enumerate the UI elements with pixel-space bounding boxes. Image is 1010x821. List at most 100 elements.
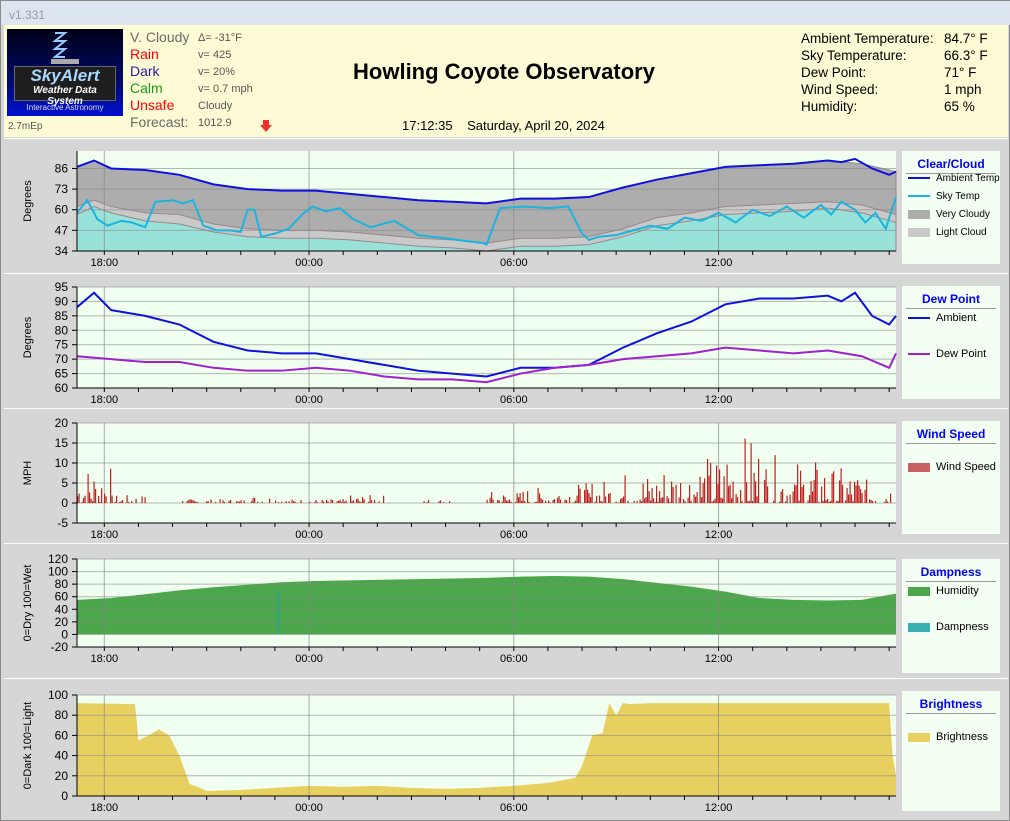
wind-bar xyxy=(795,485,797,503)
wind-bar xyxy=(713,500,715,503)
y-tick-label: 100 xyxy=(48,565,68,579)
legend-swatch xyxy=(908,621,936,633)
y-tick-label: 40 xyxy=(55,602,69,616)
skyalert-logo: SkyAlert Weather Data System Interactive … xyxy=(7,29,123,116)
x-tick-label: 18:00 xyxy=(91,653,119,665)
wind-bar xyxy=(749,501,751,503)
wind-bar xyxy=(438,501,440,503)
wind-bar xyxy=(332,500,334,503)
wind-bar xyxy=(690,500,692,503)
wind-bar xyxy=(848,494,850,503)
wind-bar xyxy=(885,498,887,503)
legend-item: Light Cloud xyxy=(908,227,987,238)
plot-background xyxy=(77,287,896,388)
wind-bar xyxy=(341,502,343,503)
wind-bar xyxy=(756,496,758,503)
wind-bar xyxy=(728,486,730,503)
wind-bar xyxy=(821,486,823,503)
wind-bar xyxy=(566,500,568,503)
wind-bar xyxy=(588,493,590,503)
y-axis-label: Degrees xyxy=(22,180,34,222)
wind-bar xyxy=(683,499,685,503)
wind-bar xyxy=(504,497,506,503)
wind-bar xyxy=(621,498,623,503)
wind-bar xyxy=(671,481,673,503)
wind-bar xyxy=(780,491,782,503)
legend-swatch xyxy=(908,173,936,184)
wind-bar xyxy=(192,500,194,503)
condition-value: Cloudy xyxy=(198,100,233,112)
wind-bar xyxy=(111,495,113,503)
wind-bar xyxy=(884,502,886,503)
legend-label: Humidity xyxy=(936,585,979,597)
wind-bar xyxy=(95,488,97,503)
legend-label: Dampness xyxy=(936,621,989,633)
wind-bar xyxy=(516,493,518,503)
condition-label: Unsafe xyxy=(130,97,175,113)
wind-bar xyxy=(594,501,596,503)
wind-bar xyxy=(344,501,346,503)
wind-bar xyxy=(186,500,188,503)
series-line-ambient xyxy=(76,291,897,378)
wind-bar xyxy=(741,501,743,503)
wind-bar xyxy=(251,501,253,503)
wind-bar xyxy=(114,501,116,503)
legend-item: Ambient Temp xyxy=(908,173,1000,184)
condition-label: Rain xyxy=(130,46,159,62)
wind-bar xyxy=(813,480,815,503)
wind-bar xyxy=(309,501,311,503)
wind-bar xyxy=(278,502,280,503)
wind-bar xyxy=(518,497,520,503)
wind-bar xyxy=(519,493,521,503)
x-tick-label: 12:00 xyxy=(705,257,733,269)
wind-bar xyxy=(356,499,358,503)
wind-bar xyxy=(534,501,536,503)
wind-bar xyxy=(548,500,550,503)
clock-time: 17:12:35 xyxy=(402,118,453,133)
wind-bar xyxy=(236,501,238,503)
wind-bar xyxy=(81,501,83,503)
wind-bar xyxy=(362,497,364,503)
wind-bar xyxy=(360,501,362,503)
y-tick-label: 73 xyxy=(55,182,69,196)
wind-bar xyxy=(669,502,671,503)
plot-background xyxy=(77,423,896,523)
wind-bar xyxy=(668,498,670,503)
wind-bar xyxy=(845,500,847,503)
wind-bar xyxy=(609,492,611,503)
wind-bar xyxy=(195,501,197,503)
wind-bar xyxy=(321,499,323,503)
wind-bar xyxy=(740,489,742,503)
chart-legend: Dew Point Ambient Dew Point xyxy=(902,286,1000,399)
wind-bar xyxy=(515,501,517,503)
wind-bar xyxy=(369,495,371,503)
wind-bar xyxy=(77,496,79,503)
wind-bar xyxy=(191,499,193,503)
wind-bar xyxy=(536,501,538,503)
wind-bar xyxy=(710,462,712,503)
series-area-brightness xyxy=(77,703,896,796)
legend-label: Ambient Temp xyxy=(936,173,1000,184)
wind-bar xyxy=(746,482,748,503)
observatory-title: Howling Coyote Observatory xyxy=(353,59,655,84)
wind-bar xyxy=(764,479,766,503)
legend-title: Clear/Cloud xyxy=(906,151,996,174)
wind-bar xyxy=(836,500,838,503)
wind-bar xyxy=(623,496,625,503)
title-bar: v1.331 xyxy=(1,1,1010,25)
wind-bar xyxy=(840,468,842,503)
wind-bar xyxy=(210,499,212,503)
wind-bar xyxy=(807,500,809,503)
wind-bar xyxy=(672,487,674,503)
wind-bar xyxy=(575,500,577,503)
wind-bar xyxy=(423,501,425,503)
wind-bar xyxy=(371,500,373,503)
wind-bar xyxy=(875,501,877,503)
wind-bar xyxy=(846,488,848,503)
wind-bar xyxy=(744,438,746,503)
wind-bar xyxy=(854,481,856,503)
wind-bar xyxy=(849,481,851,503)
wind-bar xyxy=(858,485,860,503)
